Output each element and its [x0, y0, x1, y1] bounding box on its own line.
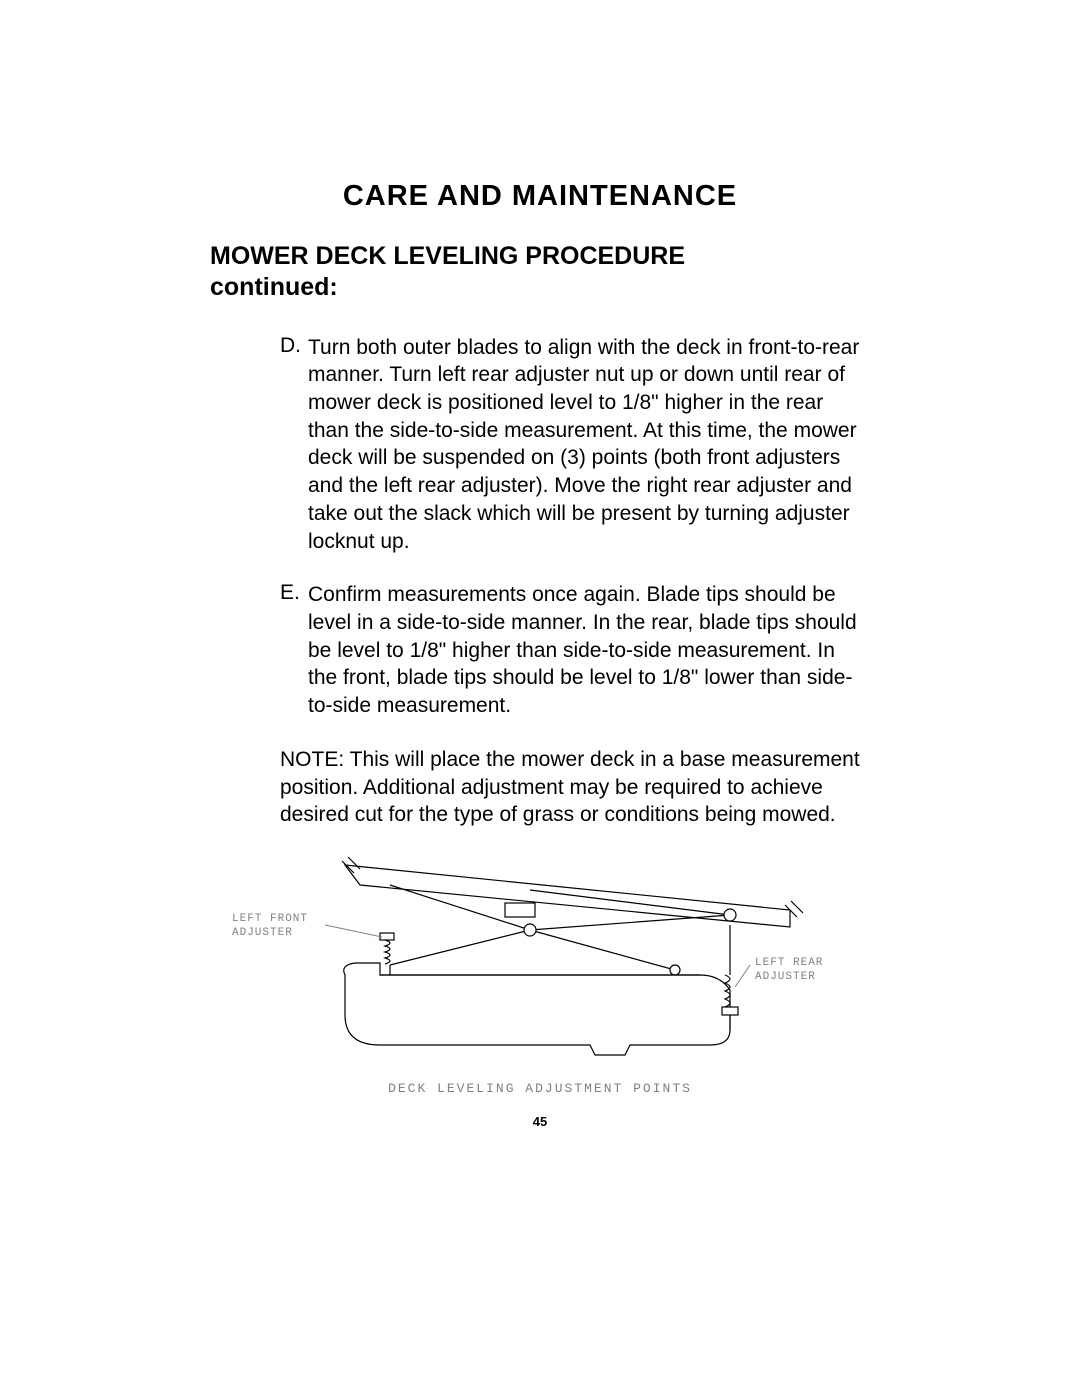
step-d-marker: D. — [280, 334, 308, 556]
step-e: E. Confirm measurements once again. Blad… — [280, 581, 860, 720]
page-title: CARE AND MAINTENANCE — [210, 180, 870, 213]
page-number: 45 — [210, 1114, 870, 1129]
step-e-marker: E. — [280, 581, 308, 720]
step-e-text: Confirm measurements once again. Blade t… — [308, 581, 860, 720]
label-left-front-adjuster: ADJUSTER — [232, 927, 293, 939]
label-left-front-adjuster: LEFT FRONT — [232, 913, 308, 925]
step-d-text: Turn both outer blades to align with the… — [308, 334, 860, 556]
step-d: D. Turn both outer blades to align with … — [280, 334, 860, 556]
label-left-rear-adjuster: LEFT REAR — [755, 957, 823, 969]
deck-diagram: LEFT FRONT ADJUSTER LEFT REAR ADJUSTER — [230, 855, 850, 1075]
section-heading: MOWER DECK LEVELING PROCEDURE continued: — [210, 241, 870, 304]
section-heading-line1: MOWER DECK LEVELING PROCEDURE — [210, 242, 685, 270]
figure: LEFT FRONT ADJUSTER LEFT REAR ADJUSTER DECK… — [230, 855, 850, 1096]
figure-caption: DECK LEVELING ADJUSTMENT POINTS — [230, 1081, 850, 1096]
page: CARE AND MAINTENANCE MOWER DECK LEVELING… — [0, 0, 1080, 1397]
label-left-rear-adjuster: ADJUSTER — [755, 971, 816, 983]
body-block: D. Turn both outer blades to align with … — [210, 334, 870, 830]
section-heading-line2: continued: — [210, 273, 338, 301]
note-paragraph: NOTE: This will place the mower deck in … — [280, 746, 860, 829]
